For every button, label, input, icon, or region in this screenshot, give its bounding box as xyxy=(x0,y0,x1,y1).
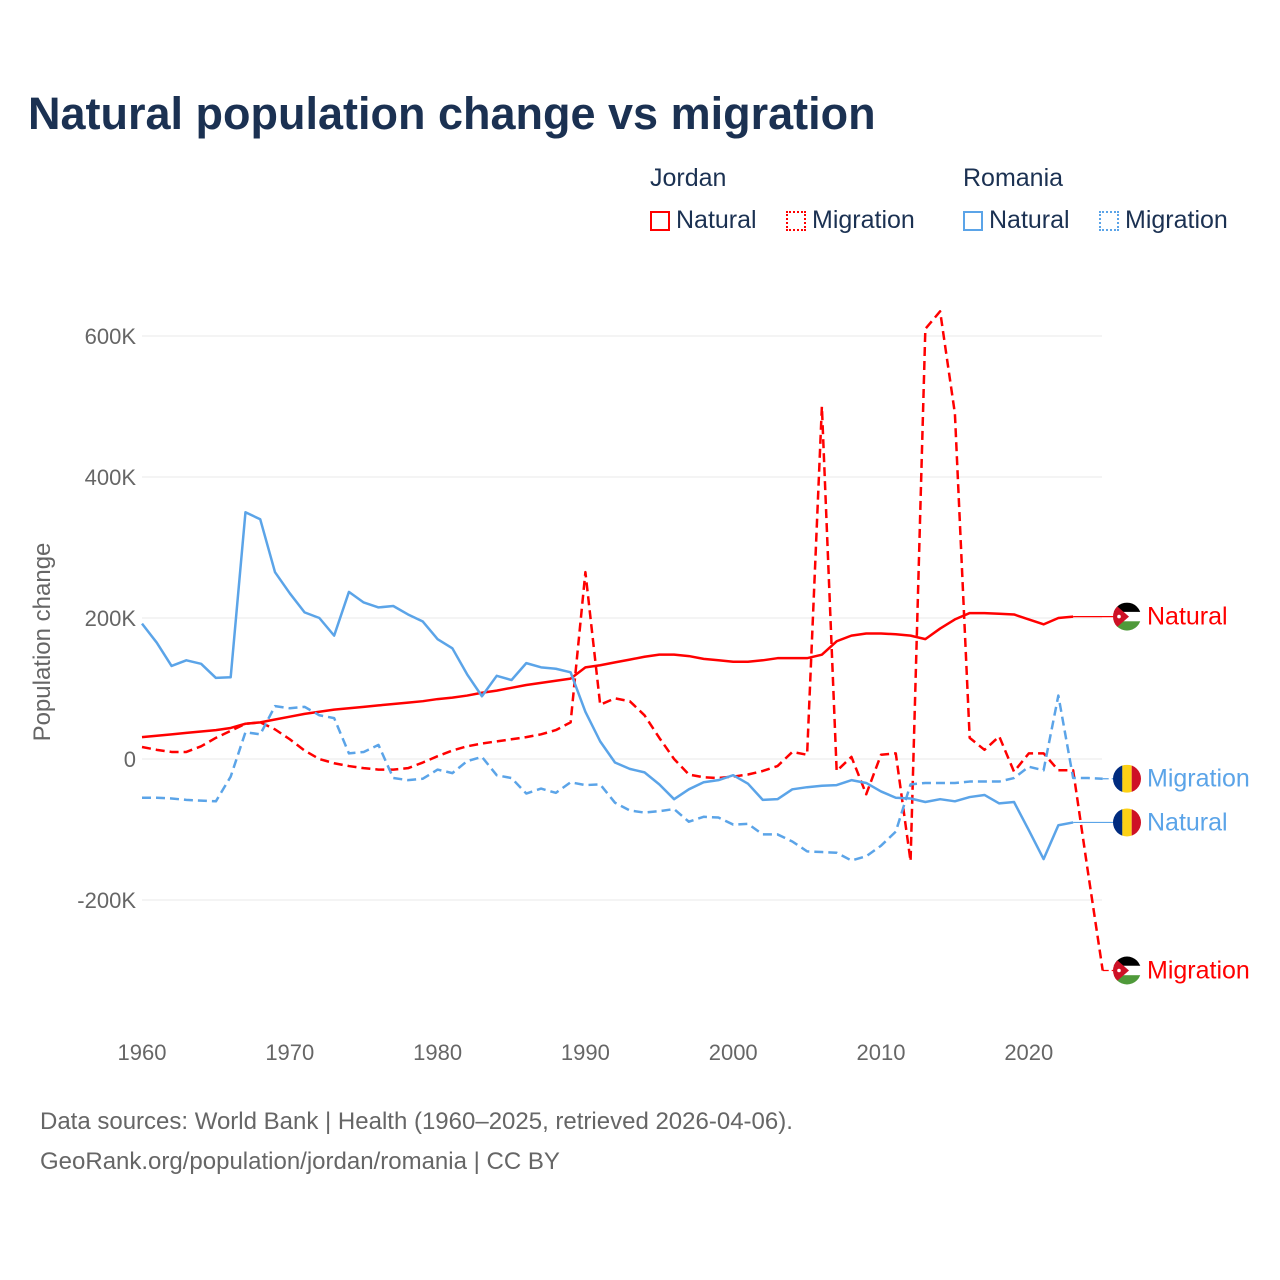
x-tick-label: 1980 xyxy=(413,1040,462,1065)
x-tick-label: 1960 xyxy=(118,1040,167,1065)
legend-swatch-dotted xyxy=(786,210,806,231)
romania-flag-icon xyxy=(1113,808,1141,837)
legend-group-romania: Romania xyxy=(963,164,1064,192)
legend-group-jordan: Jordan xyxy=(650,164,727,192)
y-axis-label: Population change xyxy=(29,543,56,742)
end-label: Migration xyxy=(1147,765,1250,793)
footer-attribution[interactable]: GeoRank.org/population/jordan/romania | … xyxy=(40,1148,560,1175)
x-tick-label: 1970 xyxy=(265,1040,314,1065)
legend-label: Natural xyxy=(676,206,757,234)
footer-sources: Data sources: World Bank | Health (1960–… xyxy=(40,1108,793,1135)
x-tick-label: 2000 xyxy=(709,1040,758,1065)
end-label: Natural xyxy=(1147,603,1228,631)
series-line-jordan-natural xyxy=(141,611,1074,739)
chart-title: Natural population change vs migration xyxy=(28,88,876,139)
y-tick-label: 400K xyxy=(85,465,137,490)
y-tick-label: 600K xyxy=(85,324,137,349)
y-tick-label: 200K xyxy=(85,606,137,631)
end-label: Migration xyxy=(1147,957,1250,985)
jordan-flag-icon xyxy=(1113,956,1141,985)
legend-romania-natural[interactable]: Natural xyxy=(963,206,1070,235)
legend-label: Migration xyxy=(1125,206,1228,234)
x-tick-label: 2020 xyxy=(1004,1040,1053,1065)
legend-swatch-dotted xyxy=(1099,210,1119,231)
legend-jordan-natural[interactable]: Natural xyxy=(650,206,757,235)
y-tick-label: -200K xyxy=(77,888,136,913)
jordan-flag-icon xyxy=(1113,602,1141,631)
legend-label: Migration xyxy=(812,206,915,234)
legend-jordan-migration[interactable]: Migration xyxy=(786,206,915,235)
x-tick-label: 1990 xyxy=(561,1040,610,1065)
y-tick-label: 0 xyxy=(124,747,136,772)
legend-romania-migration[interactable]: Migration xyxy=(1099,206,1228,235)
series-line-romania-natural xyxy=(141,511,1074,861)
romania-flag-icon xyxy=(1113,764,1141,793)
series-line-jordan-migration xyxy=(141,310,1104,971)
legend-swatch-solid xyxy=(963,210,983,231)
x-tick-label: 2010 xyxy=(857,1040,906,1065)
series-line-romania-migration xyxy=(142,694,1103,862)
legend-label: Natural xyxy=(989,206,1070,234)
legend-swatch-solid xyxy=(650,210,670,231)
end-label: Natural xyxy=(1147,808,1228,836)
